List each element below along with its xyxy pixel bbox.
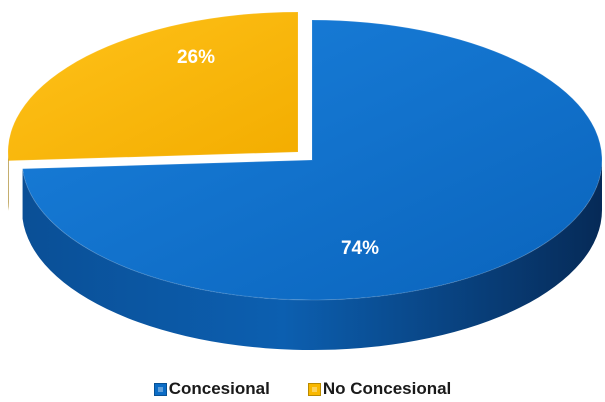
pie-slice-top	[7, 11, 299, 162]
legend-item-concesional: Concesional	[153, 379, 270, 399]
square-swatch-icon	[307, 382, 321, 396]
pie-slice-top	[22, 19, 603, 301]
square-swatch-icon	[153, 382, 167, 396]
data-label-1: 26%	[177, 47, 215, 68]
legend-label: Concesional	[168, 379, 270, 398]
pie-slice-1	[7, 11, 299, 211]
legend-item-no-concesional: No Concesional	[307, 379, 452, 399]
legend: Concesional No Concesional	[0, 377, 605, 401]
legend-label: No Concesional	[322, 379, 452, 398]
pie-slice-side	[8, 152, 9, 211]
pie-slice-side	[22, 160, 602, 351]
data-label-0: 74%	[341, 238, 379, 259]
pie-slice-0	[22, 19, 603, 351]
